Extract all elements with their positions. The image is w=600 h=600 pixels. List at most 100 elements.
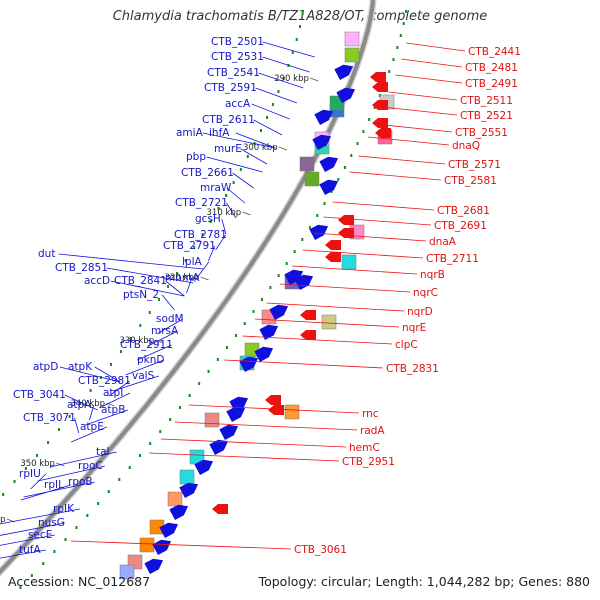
label-leader [99,392,130,409]
label-leader [349,171,442,181]
gene-label-forward: nusG [38,517,65,529]
label-leader [323,216,432,226]
label-leader [64,394,98,411]
reverse-gene-arrow [300,330,316,340]
orf-dot [402,22,405,25]
kbp-tick [310,77,319,82]
label-leader [70,540,292,550]
label-leader [30,473,47,490]
forward-gene-arrow [259,324,279,340]
label-leader [382,106,458,116]
label-leader [221,218,227,235]
orf-dot [232,181,235,184]
orf-dot [107,490,110,493]
forward-strand-genes [144,64,356,574]
label-leader [0,534,55,546]
topology-label: Topology: circular; Length: 1,044,282 bp… [258,574,590,589]
label-leader [302,249,424,259]
label-leader [94,366,121,383]
reverse-gene-arrow [370,72,386,82]
gene-label-reverse: radA [360,425,385,437]
gene-label-forward: pknD [137,354,165,366]
label-leader [235,132,276,149]
gene-label-forward: atpI [103,387,123,399]
orf-dot [396,46,399,49]
gene-label-forward: CTB_2721 [175,197,228,209]
forward-gene-arrow [336,87,356,103]
orf-dot [169,418,172,421]
label-leader [0,522,65,536]
label-leader [258,72,304,89]
orf-dot [225,346,228,349]
label-leader [401,58,463,68]
kbp-tick-label: 330 kbp [119,336,154,346]
label-leader [232,172,254,189]
orf-dot [53,550,56,553]
orf-dot [158,298,161,301]
reverse-gene-arrow [372,118,388,128]
label-leader [374,123,453,133]
orf-dot [252,310,255,313]
orf-dot [75,526,78,529]
label-leader [49,451,117,468]
gene-label-forward: dut [38,248,55,260]
forward-gene-arrow [194,459,214,475]
orf-dot [13,480,16,483]
gene-label-forward: rpIL [44,479,64,491]
gene-feature [299,156,315,172]
orf-dot [201,233,204,236]
gene-label-forward: CTB_2911 [120,339,173,351]
gene-label-forward: murE [214,143,242,155]
gene-feature [344,47,360,63]
orf-dot [277,90,280,93]
kbp-tick-label: 320 kbp [165,273,200,283]
orf-dot [64,538,67,541]
orf-dot [301,12,304,15]
gene-label-reverse: CTB_2551 [455,127,508,139]
forward-gene-arrow [319,156,339,172]
label-leader [156,318,184,335]
orf-dot [356,142,359,145]
kbp-tick-label: 360 kbp [0,515,6,525]
label-leader [59,366,121,383]
label-leader [240,148,268,165]
gene-label-forward: mraW [200,182,232,194]
label-leader [262,56,310,73]
gene-label-forward: amiA [176,127,204,139]
gene-label-forward: valS [132,370,155,382]
label-leader [165,280,185,297]
gene-label-reverse: CTB_2481 [465,62,518,74]
orf-dot [167,285,170,288]
label-leader [37,465,105,482]
orf-dot [295,38,298,41]
gene-label-forward: CTB_2591 [204,82,257,94]
label-leader [266,302,405,312]
kbp-tick [155,339,164,344]
orf-dot [285,262,288,265]
gene-feature [284,404,300,420]
orf-dot [118,478,121,481]
gene-label-forward: gcsH [195,213,221,225]
kbp-tick-label: 350 kbp [20,459,55,469]
orf-dot [178,406,181,409]
label-leader [108,380,130,397]
kbp-tick-label: 290 kbp [274,74,309,84]
kbp-tick [278,146,288,151]
orf-dot [89,389,92,392]
orf-dot [42,562,45,565]
gene-label-forward: CTB_2841 [114,275,167,287]
reverse-gene-arrow [338,228,354,238]
orf-dot [159,430,162,433]
accession-label: Accession: NC_012687 [8,574,151,589]
gene-label-forward: CTB_2791 [163,240,216,252]
forward-gene-arrow [284,269,304,285]
gene-label-forward: CTB_3071 [23,412,76,424]
orf-dot [299,25,302,28]
orf-dot [261,298,264,301]
gene-label-reverse: nqrE [402,322,426,334]
orf-dot [404,10,407,13]
orf-dot [368,118,371,121]
gene-label-forward: accA [225,98,251,110]
gene-label-forward: CTB_2781 [174,229,227,241]
reverse-gene-arrow [212,504,228,514]
